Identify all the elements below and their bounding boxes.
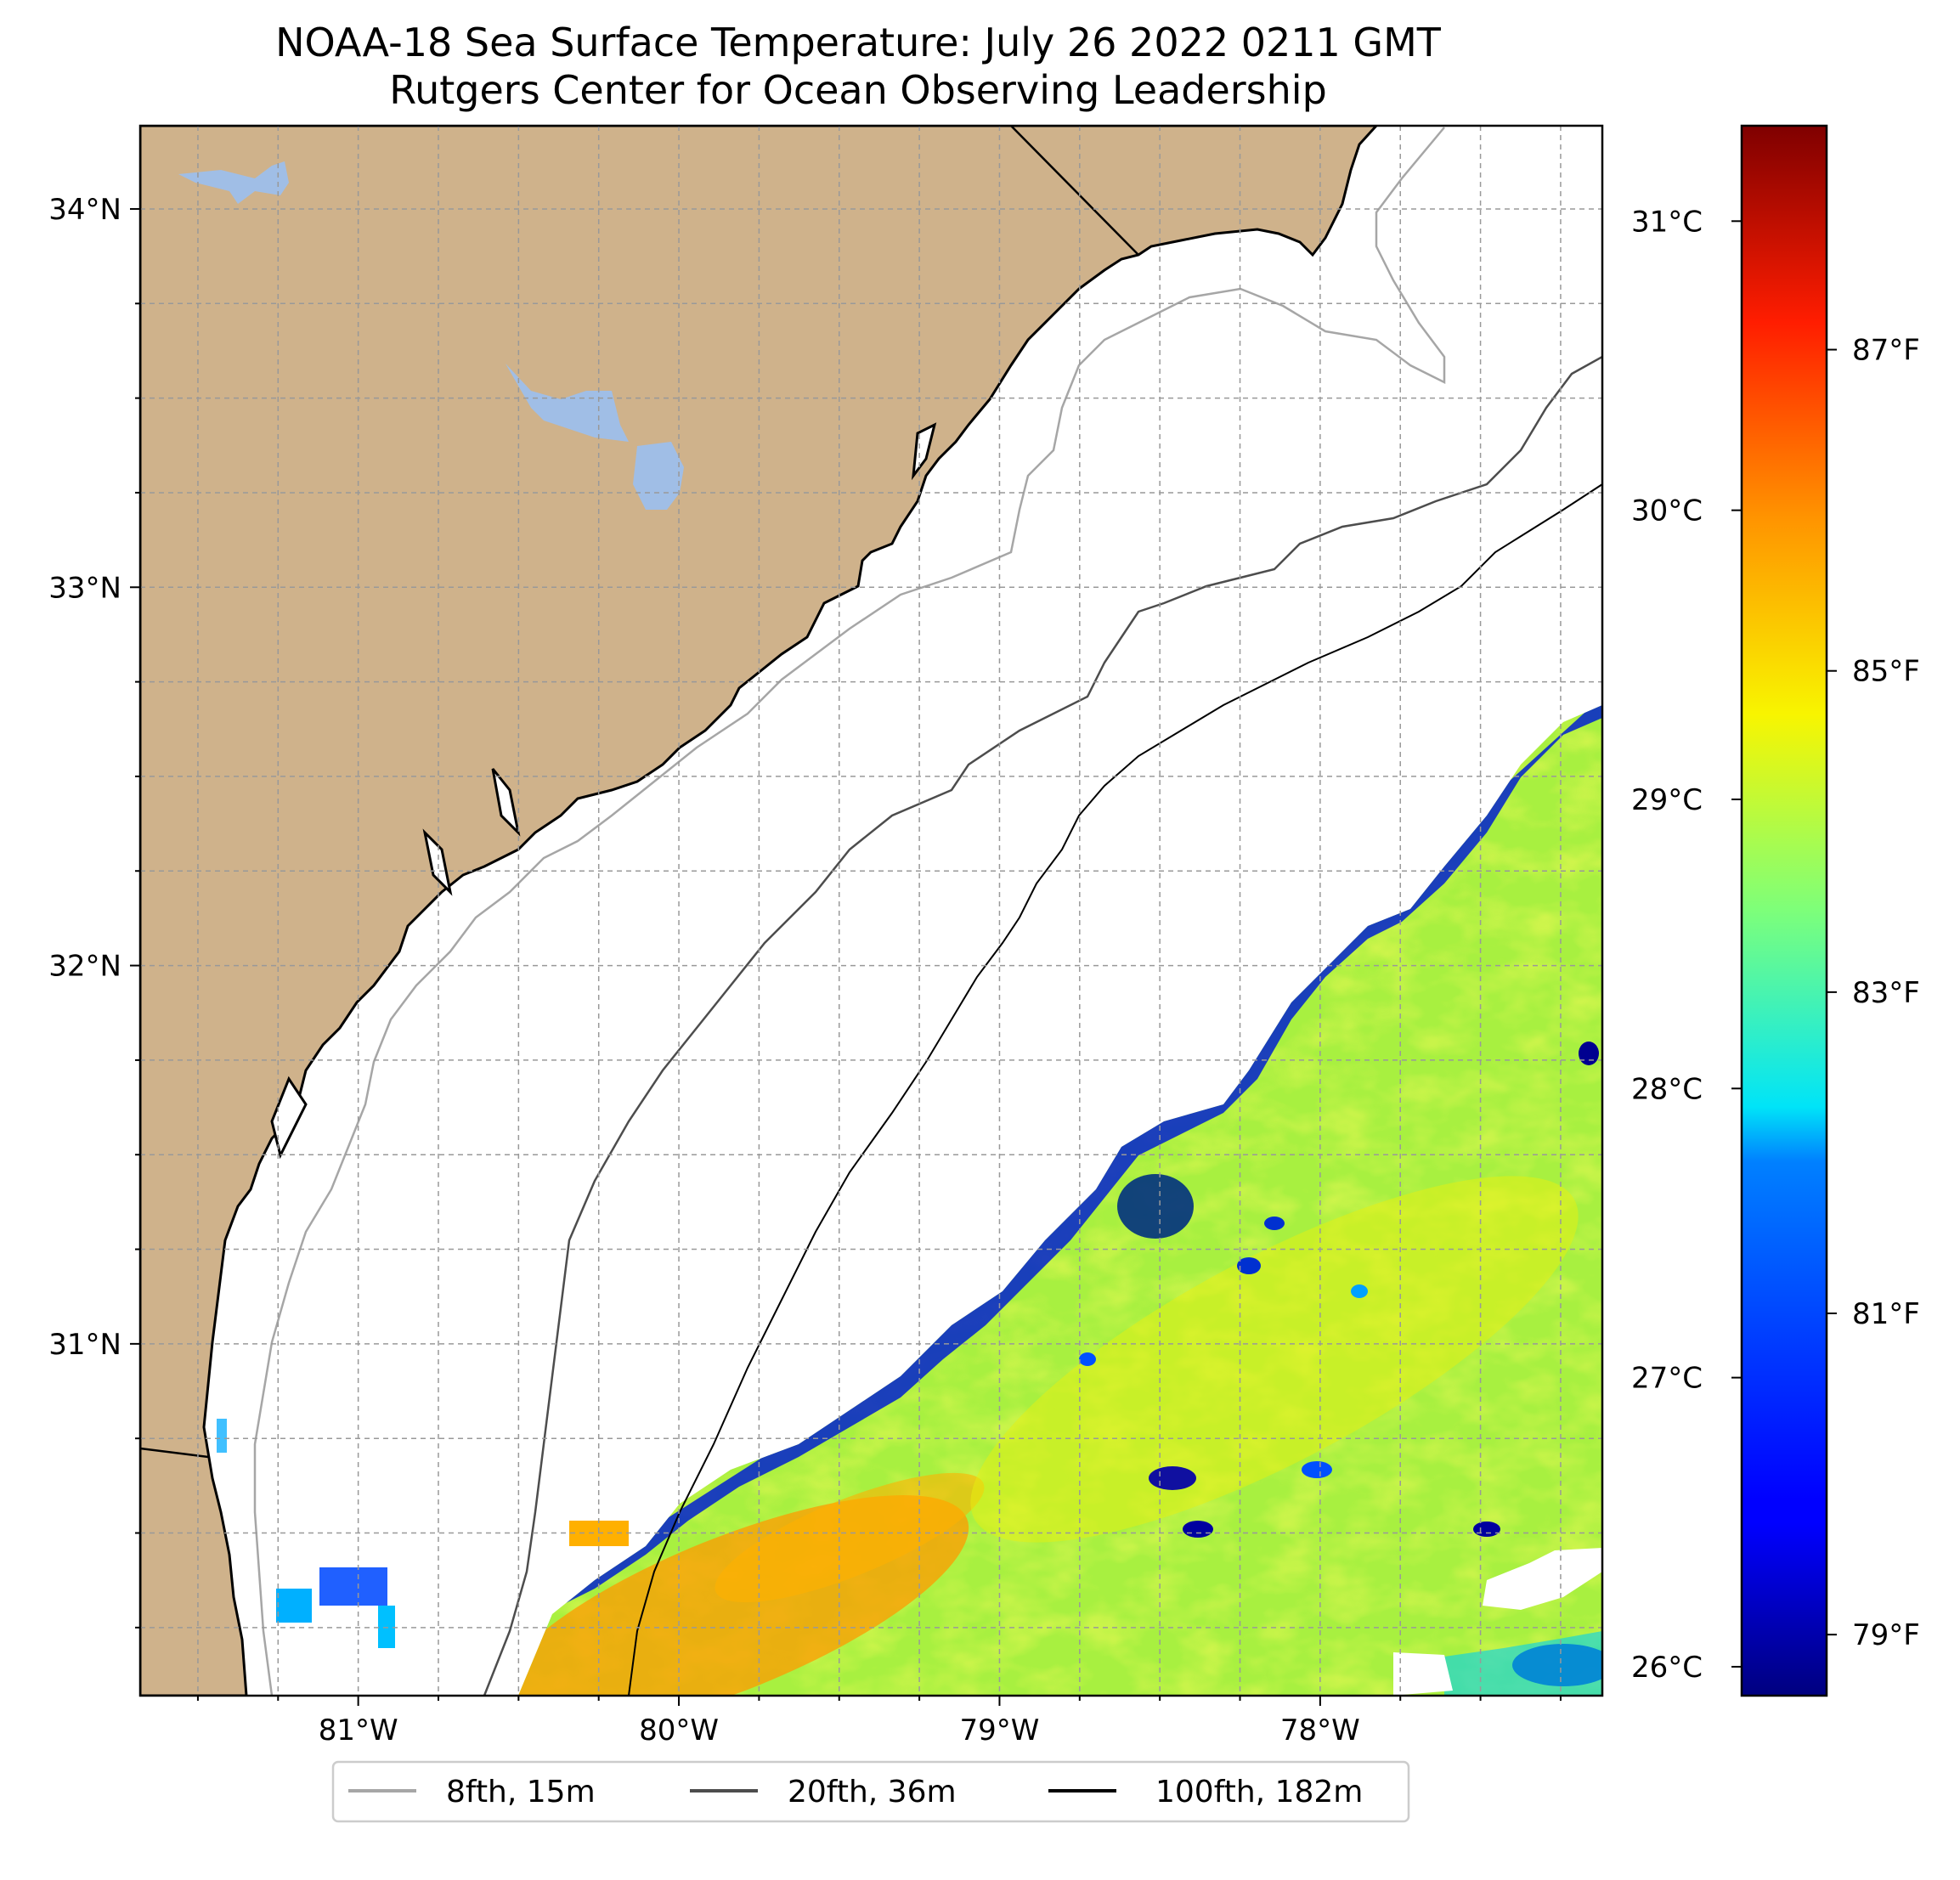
lat-tick-label: 32°N [48, 950, 121, 984]
isobath-20fth [483, 355, 1602, 1696]
legend-box [331, 1760, 1410, 1823]
gridlines [140, 126, 1602, 1696]
cloud-gap [1393, 1652, 1453, 1696]
legend-label-20fth: 20fth, 36m [788, 1775, 957, 1809]
colorbar-celsius-label: 30°C [1631, 494, 1703, 528]
lon-axis: 81°W 80°W 79°W 78°W [196, 1696, 1562, 1747]
colorbar-celsius-label: 26°C [1631, 1651, 1703, 1685]
isobath-8fth [253, 127, 1446, 1696]
colorbar-fahrenheit-ticks: 87°F 85°F 83°F 81°F 79°F [1827, 334, 1920, 1652]
isobath-100fth [628, 483, 1602, 1696]
lake [178, 161, 289, 204]
legend-label-8fth: 8fth, 15m [446, 1775, 596, 1809]
colorbar-celsius-label: 28°C [1631, 1072, 1703, 1106]
land-mass [140, 126, 1379, 1696]
lon-tick-label: 78°W [1280, 1713, 1360, 1747]
colorbar [1740, 124, 1828, 1697]
state-border [1010, 126, 1139, 256]
title-line-1: NOAA-18 Sea Surface Temperature: July 26… [275, 20, 1442, 65]
colorbar-celsius-label: 31°C [1631, 205, 1703, 239]
lat-axis: 34°N 33°N 32°N 31°N [48, 193, 140, 1629]
state-border [140, 1447, 209, 1459]
colorbar-fahrenheit-label: 83°F [1852, 976, 1920, 1010]
legend-label-100fth: 100fth, 182m [1155, 1775, 1363, 1809]
lake [506, 364, 629, 442]
colorbar-fahrenheit-label: 81°F [1852, 1297, 1920, 1331]
lat-tick-label: 33°N [48, 571, 121, 605]
lat-tick-label: 34°N [48, 193, 121, 227]
map-panel [140, 126, 1602, 1696]
lon-tick-label: 79°W [960, 1713, 1040, 1747]
lat-tick-label: 31°N [48, 1328, 121, 1362]
colorbar-celsius-ticks: 31°C 30°C 29°C 28°C 27°C 26°C [1631, 205, 1742, 1685]
legend: 8fth, 15m 20fth, 36m 100fth, 182m [331, 1760, 1410, 1823]
map-frame [138, 124, 1604, 1697]
lon-tick-label: 81°W [319, 1713, 398, 1747]
colorbar-fahrenheit-label: 87°F [1852, 334, 1920, 368]
title-line-2: Rutgers Center for Ocean Observing Leade… [389, 67, 1327, 113]
cloud-gap [1483, 1548, 1602, 1610]
colorbar-celsius-label: 27°C [1631, 1362, 1703, 1396]
colorbar-celsius-label: 29°C [1631, 783, 1703, 817]
lon-tick-label: 80°W [639, 1713, 719, 1747]
colorbar-fahrenheit-label: 85°F [1852, 655, 1920, 689]
colorbar-fahrenheit-label: 79°F [1852, 1618, 1920, 1652]
